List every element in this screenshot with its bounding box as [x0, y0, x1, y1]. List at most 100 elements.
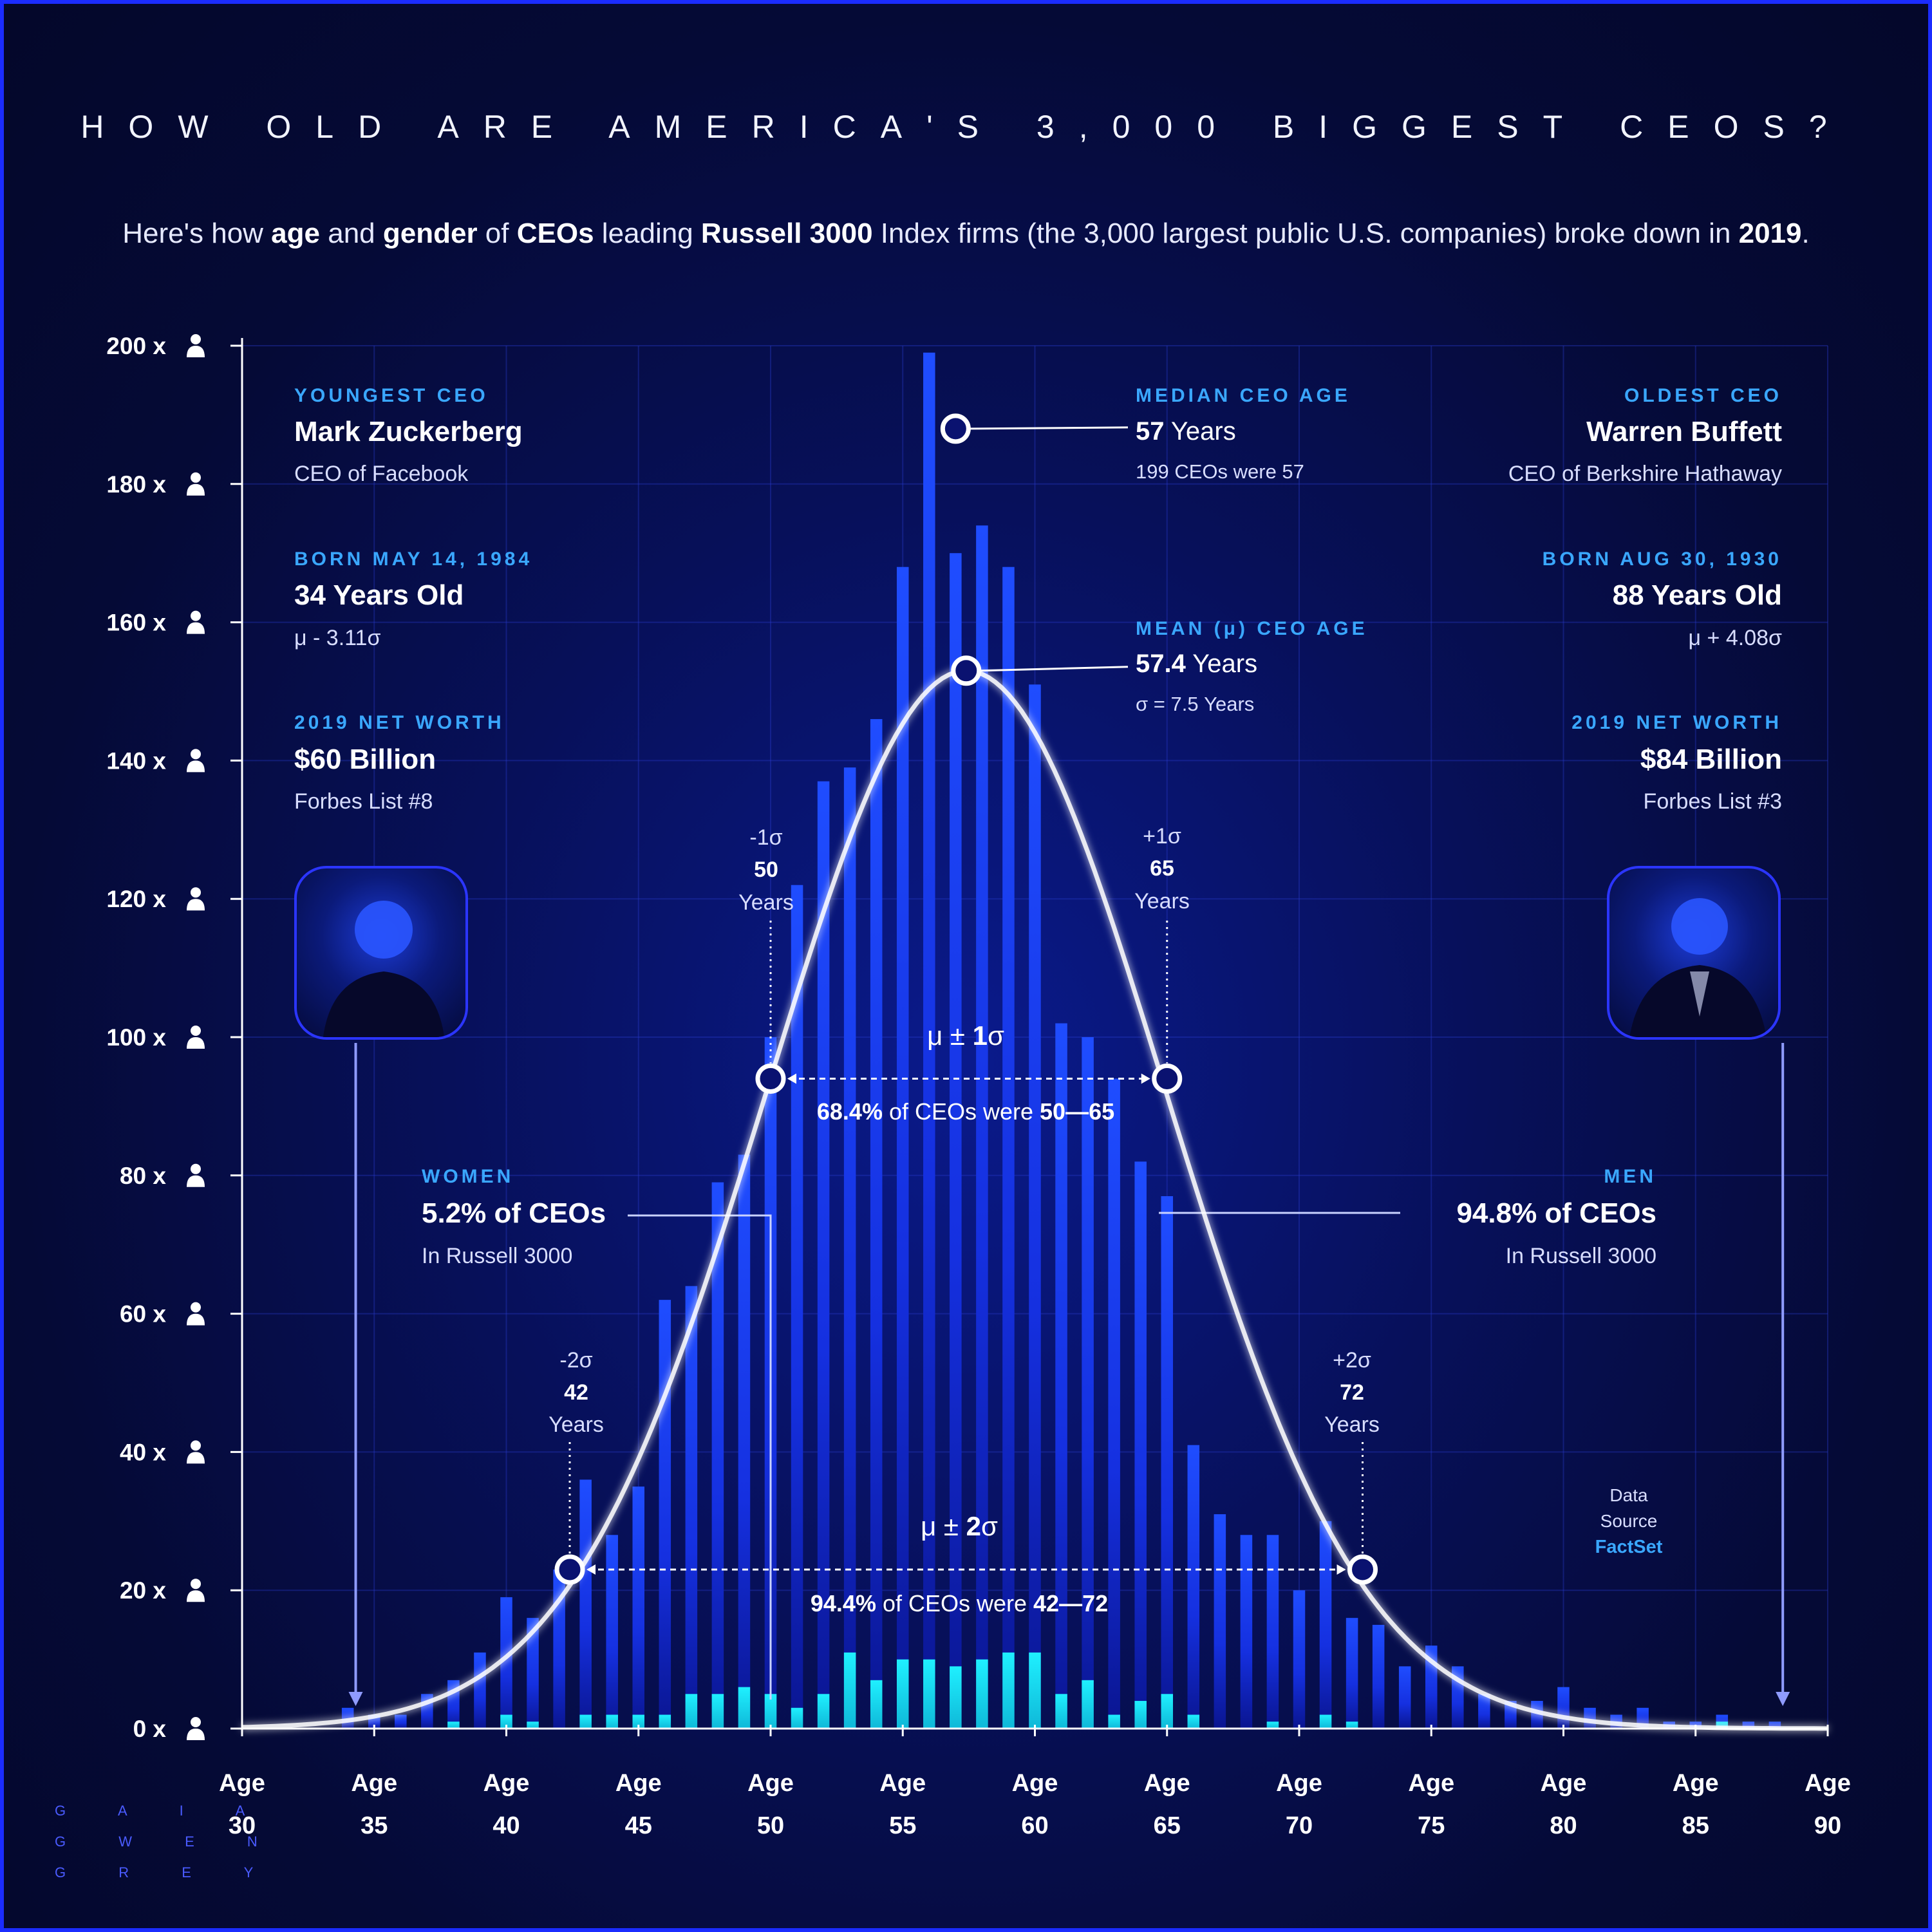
subtitle: Here's how age and gender of CEOs leadin… [0, 218, 1932, 250]
plus-1-sigma-unit: Years [1134, 889, 1190, 914]
bar-women-ceos-age-86 [1716, 1721, 1729, 1729]
person-icon [191, 1163, 201, 1174]
bar-women-ceos-age-53 [843, 1652, 856, 1729]
bar-women-ceos-age-63 [1108, 1714, 1120, 1729]
y-tick-label: 200 x [106, 333, 166, 359]
mean-value: 57.4 Years [1136, 650, 1257, 679]
bar-all-ceos-age-72 [1346, 1618, 1358, 1729]
bar-all-ceos-age-71 [1319, 1521, 1332, 1729]
y-tick-label: 40 x [120, 1439, 166, 1465]
bar-all-ceos-age-43 [579, 1479, 592, 1729]
y-tick-label: 140 x [106, 747, 166, 774]
y-tick-label: 80 x [120, 1163, 166, 1189]
person-icon [191, 887, 201, 898]
plus-2-sigma-label: +2σ [1333, 1348, 1371, 1373]
minus-2-sigma-value: 42 [564, 1380, 588, 1405]
bar-all-ceos-age-69 [1266, 1535, 1279, 1729]
y-tick-labels: 0 x 20 x 40 x 60 x 80 x 100 x 120 x 140 x 160 x 1… [106, 333, 205, 1742]
person-icon [187, 483, 205, 496]
oldest-age: 88 Years Old [1612, 579, 1782, 611]
bar-all-ceos-age-55 [896, 567, 909, 1729]
bar-women-ceos-age-52 [817, 1694, 830, 1729]
buffett-photo [1607, 866, 1781, 1040]
oldest-label: OLDEST CEO [1624, 385, 1782, 406]
minus-2-sigma-unit: Years [549, 1412, 604, 1437]
band-text: of CEOs were [882, 1098, 1040, 1125]
person-icon [191, 472, 201, 483]
curve-marker-3 [1152, 1063, 1183, 1094]
bar-all-ceos-age-62 [1082, 1037, 1094, 1729]
band-text: of CEOs were [876, 1590, 1034, 1617]
oldest-pointer-head [1776, 1692, 1790, 1706]
bar-all-ceos-age-87 [1742, 1721, 1755, 1729]
person-icon [187, 1313, 205, 1326]
women-value: 5.2% of CEOs [422, 1197, 606, 1229]
person-icon [191, 1440, 201, 1451]
x-tick-label: 35 [361, 1812, 388, 1839]
source-line-2: Source [1600, 1511, 1658, 1531]
oldest-born-label: BORN AUG 30, 1930 [1542, 549, 1782, 570]
minus-1-sigma-value: 50 [754, 858, 778, 882]
source-line-1: Data [1609, 1485, 1648, 1505]
bar-all-ceos-age-80 [1557, 1687, 1570, 1729]
page-title: HOW OLD ARE AMERICA'S 3,000 BIGGEST CEOS… [80, 109, 1852, 145]
subtitle-text: 2019 [1738, 218, 1802, 249]
youngest-worth: $60 Billion [294, 744, 436, 775]
band-range: 42—72 [1033, 1590, 1109, 1617]
subtitle-text: Russell 3000 [700, 218, 873, 249]
women-note: In Russell 3000 [422, 1244, 573, 1268]
bar-women-ceos-age-44 [606, 1714, 618, 1729]
youngest-forbes: Forbes List #8 [294, 789, 433, 814]
oldest-worth: $84 Billion [1640, 744, 1782, 775]
source-name: FactSet [1595, 1537, 1663, 1557]
curve-marker-2 [755, 1063, 786, 1094]
median-value: 57 Years [1136, 417, 1236, 446]
subtitle-text: Index firms (the 3,000 largest public U.… [872, 218, 1739, 249]
x-tick-label: 70 [1286, 1812, 1313, 1839]
bar-all-ceos-age-65 [1161, 1196, 1174, 1729]
bar-women-ceos-age-58 [976, 1659, 988, 1729]
bar-women-ceos-age-60 [1029, 1652, 1041, 1729]
bar-all-ceos-age-53 [843, 767, 856, 1729]
bar-all-ceos-age-63 [1108, 1078, 1120, 1729]
bar-all-ceos-age-68 [1240, 1535, 1253, 1729]
y-tick-label: 20 x [120, 1577, 166, 1604]
curve-marker-0 [940, 413, 971, 444]
bar-women-ceos-age-71 [1319, 1714, 1332, 1729]
bar-all-ceos-age-49 [738, 1154, 751, 1729]
mean-label: MEAN (μ) CEO AGE [1136, 618, 1368, 639]
y-tick-label: 160 x [106, 610, 166, 636]
youngest-age: 34 Years Old [294, 579, 464, 611]
person-icon [187, 622, 205, 634]
brand-line-3: G R E Y [55, 1864, 278, 1880]
band-1-sigma-arrow-head-left [787, 1073, 796, 1084]
minus-1-sigma-unit: Years [738, 890, 794, 915]
y-tick-label: 0 x [133, 1716, 167, 1742]
mean-note: σ = 7.5 Years [1136, 693, 1255, 715]
bar-women-ceos-age-46 [659, 1714, 671, 1729]
bar-women-ceos-age-41 [527, 1721, 539, 1729]
bar-all-ceos-age-56 [923, 352, 935, 1729]
x-tick-prefix: Age [219, 1770, 265, 1797]
youngest-pointer-head [348, 1692, 363, 1706]
subtitle-text: leading [594, 218, 701, 249]
band-2-sigma-arrow-head-left [586, 1564, 596, 1575]
bar-women-ceos-age-45 [632, 1714, 645, 1729]
bar-all-ceos-age-59 [1002, 567, 1015, 1729]
person-icon [187, 1729, 205, 1740]
bar-all-ceos-age-77 [1478, 1694, 1490, 1729]
bar-all-ceos-age-70 [1293, 1590, 1306, 1729]
person-icon [187, 760, 205, 773]
x-tick-label: 40 [492, 1812, 520, 1839]
x-tick-prefix: Age [747, 1770, 794, 1797]
youngest-born-label: BORN MAY 14, 1984 [294, 549, 533, 570]
subtitle-text: gender [382, 218, 478, 249]
bar-all-ceos-age-61 [1055, 1023, 1067, 1729]
person-icon [191, 1302, 201, 1313]
bar-all-ceos-age-67 [1214, 1514, 1226, 1729]
person-silhouette-icon [1629, 898, 1767, 1037]
bar-women-ceos-age-38 [447, 1721, 460, 1729]
band-1-sigma-title: μ ± 1σ [837, 1020, 1094, 1051]
bar-women-ceos-age-54 [870, 1680, 883, 1729]
